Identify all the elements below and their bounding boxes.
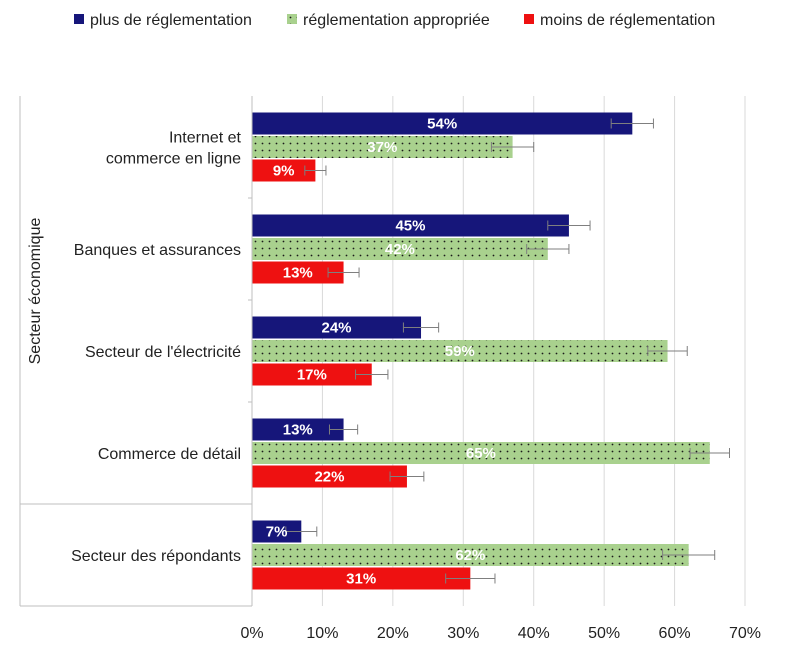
category-label: Banques et assurances <box>74 242 241 259</box>
data-label: 13% <box>283 265 313 282</box>
category-label: Internet et <box>169 130 242 147</box>
x-tick-label: 30% <box>447 625 479 642</box>
bars <box>252 112 710 590</box>
legend-swatch <box>74 14 84 24</box>
error-bars <box>285 118 731 584</box>
x-tick-label: 20% <box>377 625 409 642</box>
data-label: 17% <box>297 367 327 384</box>
bar <box>252 520 302 543</box>
bar <box>252 567 471 590</box>
category-labels: Internet et commerce en ligne Banques et a… <box>71 130 241 566</box>
x-tick-label: 50% <box>588 625 620 642</box>
legend-label: plus de réglementation <box>90 12 252 29</box>
data-label: 65% <box>466 445 496 462</box>
data-label: 9% <box>273 163 295 180</box>
bar <box>252 363 372 386</box>
category-separators <box>19 96 252 607</box>
bar <box>252 316 422 339</box>
x-tick-label: 0% <box>240 625 263 642</box>
bar <box>252 418 344 441</box>
legend-label: réglementation appropriée <box>303 12 490 29</box>
data-labels: 54% 37% 9% 45% 42% 13% 24% 59% 17% 13% 65% 22% 7% 62%… <box>266 116 496 588</box>
y-axis-title: Secteur économique <box>27 218 44 365</box>
data-label: 42% <box>385 241 415 258</box>
bar <box>252 544 689 566</box>
legend-swatch <box>524 14 534 24</box>
category-label: Commerce de détail <box>98 446 241 463</box>
data-label: 13% <box>283 422 313 439</box>
x-tick-label: 70% <box>729 625 761 642</box>
bar <box>252 214 569 237</box>
category-label: Secteur de l'électricité <box>85 344 241 361</box>
data-label: 45% <box>395 218 425 235</box>
data-label: 31% <box>346 571 376 588</box>
category-label: commerce en ligne <box>106 151 241 168</box>
legend-swatch <box>287 14 297 24</box>
bar <box>252 136 513 158</box>
bar <box>252 238 548 260</box>
data-label: 54% <box>427 116 457 133</box>
x-tick-label: 60% <box>659 625 691 642</box>
bar <box>252 465 407 488</box>
x-tick-label: 40% <box>518 625 550 642</box>
data-label: 22% <box>314 469 344 486</box>
bar <box>252 442 710 464</box>
data-label: 59% <box>445 343 475 360</box>
bar <box>252 112 633 135</box>
bar <box>252 159 316 182</box>
category-label: Secteur des répondants <box>71 548 241 565</box>
data-label: 37% <box>367 139 397 156</box>
data-label: 7% <box>266 524 288 541</box>
legend: plus de réglementation réglementation app… <box>74 12 715 29</box>
bar <box>252 261 344 284</box>
bar <box>252 340 668 362</box>
data-label: 62% <box>455 547 485 564</box>
data-label: 24% <box>321 320 351 337</box>
x-tick-label: 10% <box>306 625 338 642</box>
legend-label: moins de réglementation <box>540 12 715 29</box>
x-tick-labels: 0% 10% 20% 30% 40% 50% 60% 70% <box>240 625 761 642</box>
